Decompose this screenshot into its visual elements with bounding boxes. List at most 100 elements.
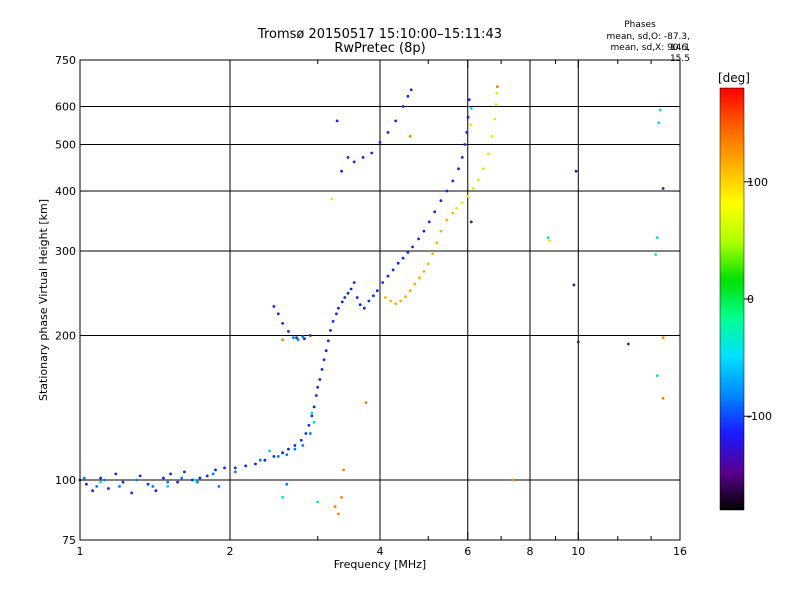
data-point — [337, 306, 340, 310]
data-point — [310, 414, 314, 418]
data-point — [496, 85, 499, 88]
data-point — [451, 179, 455, 183]
data-point — [335, 119, 339, 123]
data-point — [214, 468, 217, 472]
data-point — [324, 349, 328, 353]
data-point — [394, 302, 398, 306]
data-point — [287, 330, 290, 333]
data-point — [358, 303, 362, 306]
data-point — [176, 480, 180, 484]
colorbar-ticks: 100 0 -100 — [744, 176, 772, 423]
data-point — [303, 337, 306, 341]
data-point — [82, 476, 86, 480]
data-point — [391, 268, 395, 272]
data-point — [162, 476, 165, 480]
data-point — [301, 444, 305, 447]
data-point — [146, 482, 150, 486]
data-point — [330, 197, 334, 201]
data-point — [183, 470, 186, 474]
y-axis-label: Stationary phase Virtual Height [km] — [37, 199, 50, 401]
data-point — [490, 134, 494, 138]
phase-o-stat: mean, sd,O: -87.3, 14.1 — [606, 32, 690, 53]
data-point — [399, 299, 402, 303]
data-point — [340, 300, 344, 304]
data-point — [154, 489, 158, 493]
data-point — [309, 432, 312, 435]
data-point — [466, 194, 470, 198]
data-point — [655, 236, 659, 240]
data-point — [281, 322, 284, 325]
x-axis-label: Frequency [MHz] — [334, 558, 426, 571]
data-point — [223, 466, 226, 470]
data-point — [151, 485, 155, 488]
data-point — [118, 485, 121, 488]
data-point — [135, 478, 139, 482]
y-tick-label: 400 — [55, 185, 76, 198]
data-point — [285, 453, 289, 456]
data-points — [78, 85, 665, 516]
data-point — [138, 474, 142, 478]
data-point — [263, 458, 267, 462]
data-point — [211, 472, 215, 476]
x-tick-label: 6 — [464, 545, 471, 558]
data-point — [408, 289, 412, 293]
data-point — [548, 239, 551, 243]
data-point — [422, 229, 426, 233]
data-point — [469, 106, 473, 110]
data-point — [661, 336, 665, 339]
data-point — [418, 276, 421, 280]
data-point — [439, 199, 443, 203]
data-point — [361, 156, 365, 159]
data-point — [661, 396, 665, 400]
data-point — [394, 119, 398, 123]
data-point — [364, 401, 368, 404]
data-point — [352, 160, 356, 164]
data-point — [291, 336, 295, 339]
data-point — [417, 237, 420, 241]
data-point — [312, 420, 316, 424]
data-point — [460, 201, 464, 205]
data-point — [272, 305, 276, 308]
x-tick-label: 8 — [527, 545, 534, 558]
data-point — [103, 478, 106, 482]
data-point — [658, 108, 662, 112]
data-point — [409, 88, 413, 92]
data-point — [307, 423, 311, 427]
data-point — [335, 312, 338, 316]
colorbar-tick-label: 100 — [747, 176, 768, 189]
data-point — [169, 472, 173, 476]
data-point — [445, 189, 449, 193]
data-point — [433, 210, 437, 214]
data-point — [576, 340, 580, 344]
data-point — [389, 299, 392, 303]
data-point — [482, 167, 485, 171]
phase-x-stat: mean, sd,X: 90.6, 15.5 — [610, 43, 690, 64]
data-point — [314, 394, 318, 397]
data-point — [301, 335, 305, 338]
data-point — [99, 480, 102, 484]
data-point — [476, 178, 480, 182]
data-point — [276, 312, 280, 316]
data-point — [343, 296, 347, 299]
data-point — [299, 438, 303, 442]
data-point — [401, 256, 405, 260]
data-point — [272, 455, 276, 458]
colorbar-tick-label: -100 — [747, 410, 772, 423]
data-point — [370, 151, 374, 155]
data-point — [661, 187, 665, 190]
data-point — [626, 342, 630, 346]
data-point — [572, 283, 576, 287]
data-point — [337, 512, 340, 516]
data-point — [383, 296, 387, 299]
chart-subtitle: RwPretec (8p) — [334, 41, 426, 56]
data-point — [166, 480, 170, 484]
data-point — [114, 472, 118, 476]
data-point — [349, 287, 353, 291]
data-point — [469, 123, 472, 127]
data-point — [268, 449, 271, 453]
data-point — [316, 385, 320, 389]
y-tick-label: 75 — [62, 534, 76, 547]
y-tick-label: 500 — [55, 139, 76, 152]
data-point — [404, 295, 407, 299]
